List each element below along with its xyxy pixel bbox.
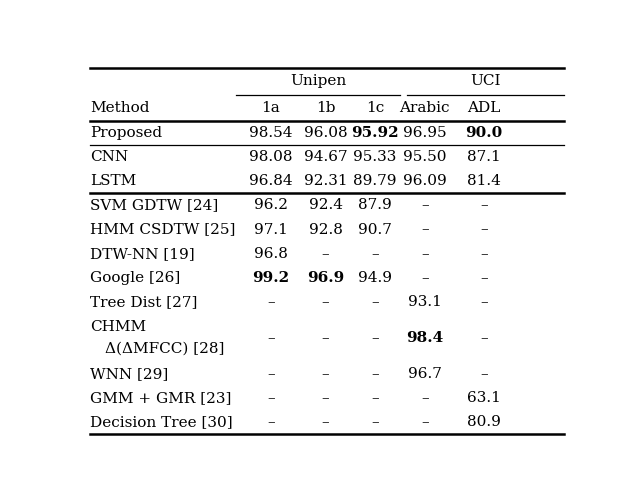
Text: –: –: [267, 367, 275, 381]
Text: –: –: [371, 415, 379, 429]
Text: LSTM: LSTM: [90, 174, 136, 188]
Text: –: –: [322, 246, 330, 261]
Text: 80.9: 80.9: [467, 415, 501, 429]
Text: –: –: [267, 331, 275, 345]
Text: Google [26]: Google [26]: [90, 270, 180, 285]
Text: GMM + GMR [23]: GMM + GMR [23]: [90, 391, 231, 405]
Text: –: –: [371, 391, 379, 405]
Text: Decision Tree [30]: Decision Tree [30]: [90, 415, 232, 429]
Text: –: –: [371, 331, 379, 345]
Text: 63.1: 63.1: [467, 391, 501, 405]
Text: 96.08: 96.08: [304, 126, 348, 140]
Text: 89.79: 89.79: [353, 174, 397, 188]
Text: –: –: [481, 331, 488, 345]
Text: –: –: [481, 246, 488, 261]
Text: –: –: [267, 295, 275, 309]
Text: –: –: [371, 295, 379, 309]
Text: 96.95: 96.95: [403, 126, 447, 140]
Text: 87.9: 87.9: [358, 198, 392, 213]
Text: –: –: [481, 198, 488, 213]
Text: –: –: [481, 367, 488, 381]
Text: Tree Dist [27]: Tree Dist [27]: [90, 295, 197, 309]
Text: –: –: [421, 270, 429, 285]
Text: 92.4: 92.4: [308, 198, 342, 213]
Text: HMM CSDTW [25]: HMM CSDTW [25]: [90, 222, 236, 237]
Text: –: –: [267, 391, 275, 405]
Text: 96.9: 96.9: [307, 270, 344, 285]
Text: –: –: [267, 415, 275, 429]
Text: 92.31: 92.31: [304, 174, 348, 188]
Text: 95.50: 95.50: [403, 150, 447, 164]
Text: –: –: [322, 331, 330, 345]
Text: 1a: 1a: [262, 101, 280, 115]
Text: 97.1: 97.1: [254, 222, 288, 237]
Text: UCI: UCI: [470, 74, 500, 89]
Text: –: –: [481, 270, 488, 285]
Text: 94.67: 94.67: [304, 150, 348, 164]
Text: –: –: [371, 246, 379, 261]
Text: 93.1: 93.1: [408, 295, 442, 309]
Text: Proposed: Proposed: [90, 126, 162, 140]
Text: Δ(ΔMFCC) [28]: Δ(ΔMFCC) [28]: [105, 342, 224, 356]
Text: 94.9: 94.9: [358, 270, 392, 285]
Text: –: –: [421, 222, 429, 237]
Text: Method: Method: [90, 101, 149, 115]
Text: 95.33: 95.33: [353, 150, 397, 164]
Text: –: –: [421, 415, 429, 429]
Text: –: –: [481, 295, 488, 309]
Text: Unipen: Unipen: [290, 74, 346, 89]
Text: 99.2: 99.2: [252, 270, 289, 285]
Text: DTW-NN [19]: DTW-NN [19]: [90, 246, 195, 261]
Text: 95.92: 95.92: [351, 126, 399, 140]
Text: –: –: [322, 295, 330, 309]
Text: 98.08: 98.08: [249, 150, 292, 164]
Text: 81.4: 81.4: [467, 174, 501, 188]
Text: 96.2: 96.2: [254, 198, 288, 213]
Text: 92.8: 92.8: [308, 222, 342, 237]
Text: 1b: 1b: [316, 101, 335, 115]
Text: –: –: [421, 391, 429, 405]
Text: –: –: [322, 391, 330, 405]
Text: 96.8: 96.8: [254, 246, 288, 261]
Text: ADL: ADL: [468, 101, 501, 115]
Text: –: –: [481, 222, 488, 237]
Text: SVM GDTW [24]: SVM GDTW [24]: [90, 198, 218, 213]
Text: –: –: [421, 246, 429, 261]
Text: CHMM: CHMM: [90, 320, 146, 334]
Text: 98.54: 98.54: [249, 126, 292, 140]
Text: –: –: [322, 367, 330, 381]
Text: 87.1: 87.1: [467, 150, 501, 164]
Text: 90.0: 90.0: [466, 126, 503, 140]
Text: 96.09: 96.09: [403, 174, 447, 188]
Text: Arabic: Arabic: [399, 101, 450, 115]
Text: WNN [29]: WNN [29]: [90, 367, 168, 381]
Text: CNN: CNN: [90, 150, 128, 164]
Text: –: –: [322, 415, 330, 429]
Text: –: –: [421, 198, 429, 213]
Text: 98.4: 98.4: [406, 331, 444, 345]
Text: –: –: [371, 367, 379, 381]
Text: 96.84: 96.84: [249, 174, 292, 188]
Text: 90.7: 90.7: [358, 222, 392, 237]
Text: 1c: 1c: [366, 101, 384, 115]
Text: 96.7: 96.7: [408, 367, 442, 381]
